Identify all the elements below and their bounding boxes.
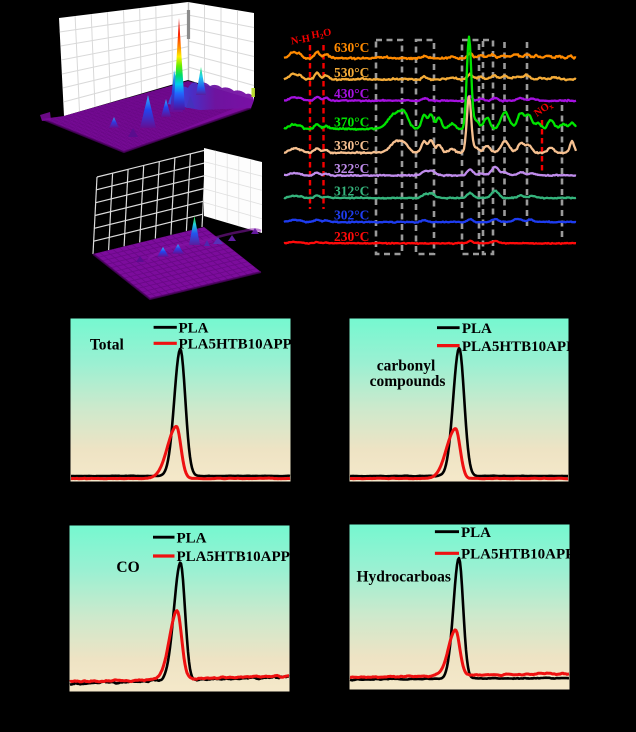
svg-text:Hydrocarboas: Hydrocarboas: [357, 569, 451, 586]
svg-text:N-H: N-H: [290, 33, 311, 47]
svg-text:430°C: 430°C: [334, 86, 369, 101]
svg-text:312°C: 312°C: [334, 184, 369, 199]
svg-text:630°C: 630°C: [334, 40, 369, 55]
svg-text:PLA5HTB10APP: PLA5HTB10APP: [462, 339, 575, 355]
svg-text:CO: CO: [116, 559, 139, 576]
svg-text:PLA: PLA: [461, 525, 491, 541]
svg-text:H2O: H2O: [311, 27, 333, 42]
svg-text:PLA: PLA: [462, 321, 492, 337]
svg-text:NOx: NOx: [532, 99, 555, 120]
svg-text:302°C: 302°C: [334, 208, 369, 223]
svg-text:322°C: 322°C: [334, 161, 369, 176]
svg-text:PLA: PLA: [179, 321, 209, 337]
svg-text:230°C: 230°C: [334, 229, 369, 244]
svg-text:PLA5HTB10APP: PLA5HTB10APP: [177, 549, 290, 565]
svg-text:PLA: PLA: [177, 530, 207, 546]
svg-text:Total: Total: [90, 336, 125, 353]
svg-text:PLA5HTB10APP: PLA5HTB10APP: [461, 547, 574, 563]
svg-text:530°C: 530°C: [334, 65, 369, 80]
svg-text:PLA5HTB10APP: PLA5HTB10APP: [179, 337, 292, 353]
svg-text:carbonyl: carbonyl: [377, 357, 436, 374]
svg-text:compounds: compounds: [370, 373, 446, 390]
svg-text:370°C: 370°C: [334, 115, 369, 130]
svg-text:330°C: 330°C: [334, 138, 369, 153]
